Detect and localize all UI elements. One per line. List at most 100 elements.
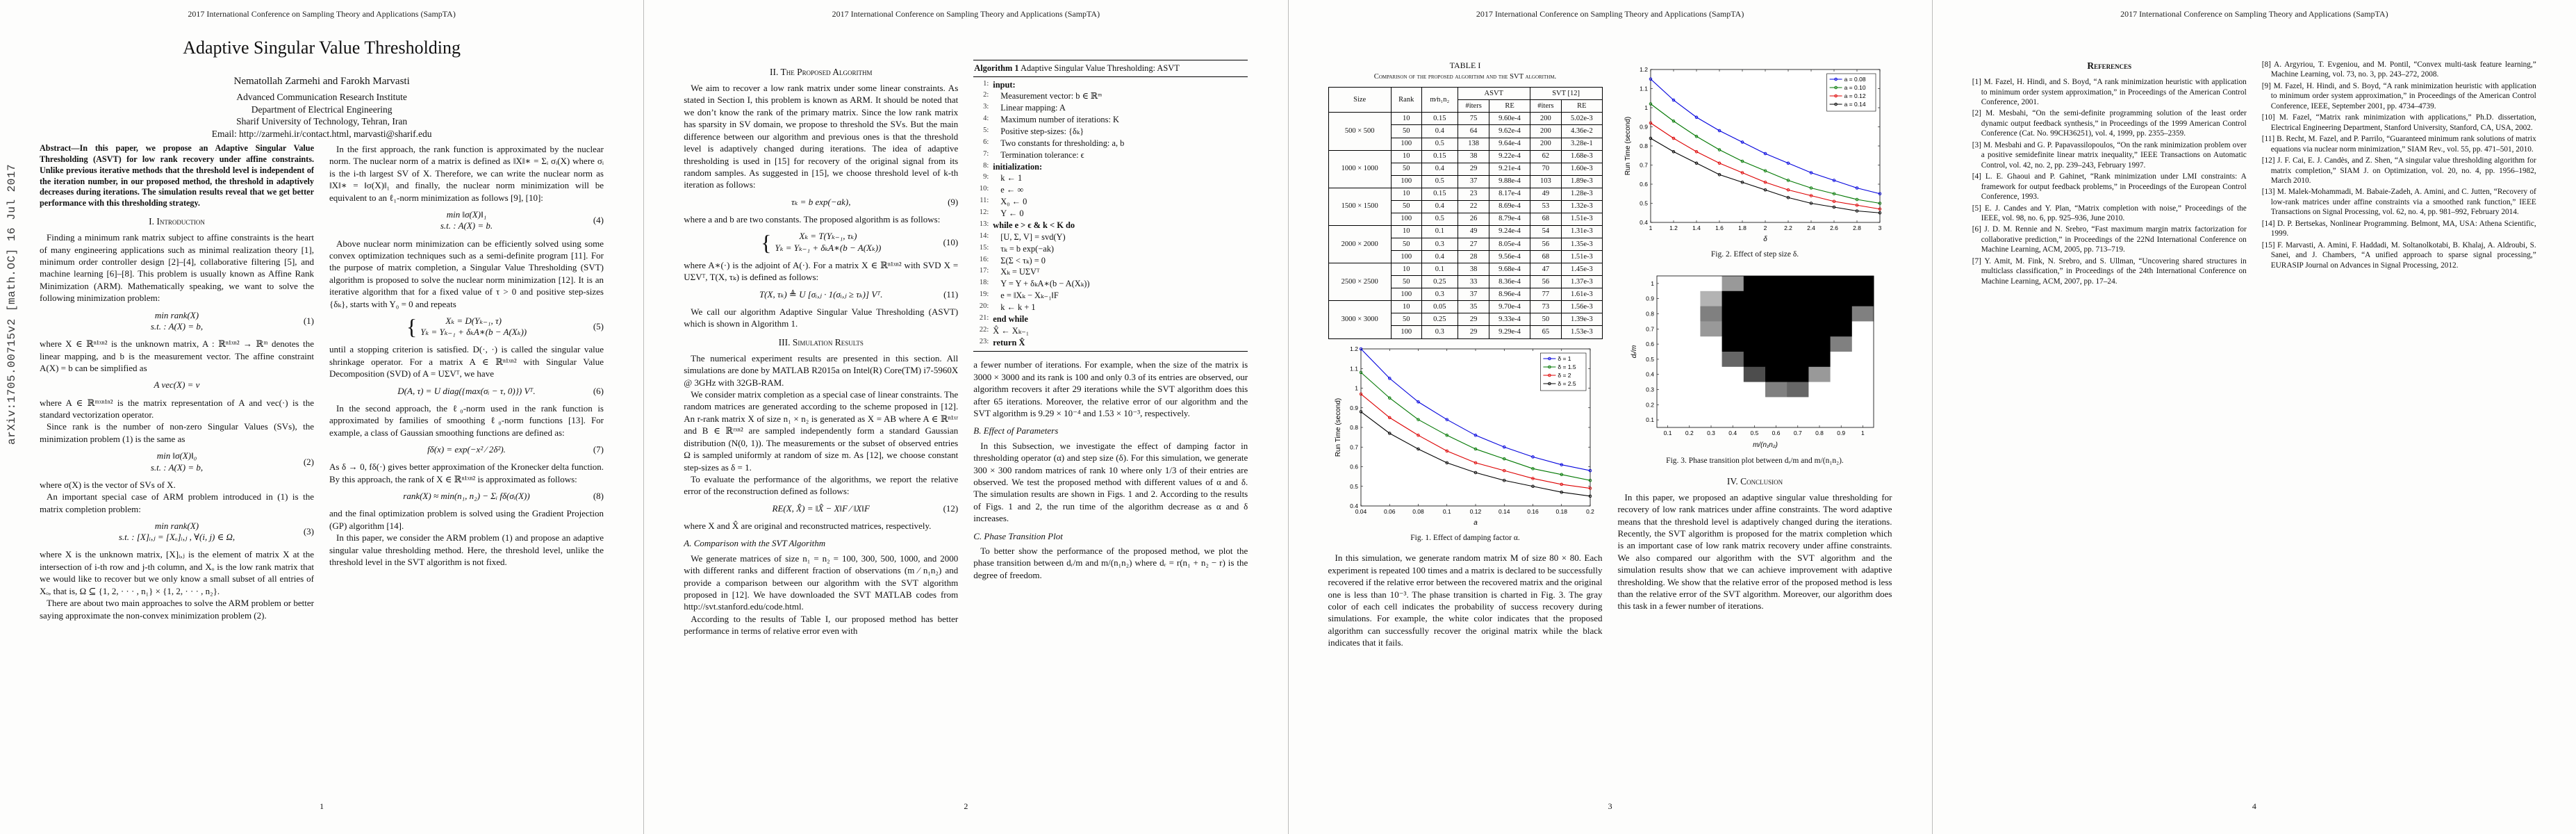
figure-2-caption: Fig. 2. Effect of step size δ. <box>1710 250 1799 259</box>
svg-text:δ = 2.5: δ = 2.5 <box>1558 380 1576 387</box>
affiliation-line: Sharif University of Technology, Tehran,… <box>236 116 408 127</box>
svg-text:0.18: 0.18 <box>1555 508 1567 515</box>
paragraph: In the second approach, the ℓ₀-norm used… <box>329 402 604 438</box>
table-cell: 0.25 <box>1421 275 1458 289</box>
references-list-right: [8] A. Argyriou, T. Evgeniou, and M. Pon… <box>2262 60 2536 270</box>
figure-2-chart: 1 1.2 1.4 1.6 1.8 2 2.2 2.4 2.6 2.8 3 0.4 0.5 0.6 0.7 0… <box>1618 63 1892 247</box>
table-cell: 1.68e-3 <box>1561 149 1603 163</box>
table-row: 2500 × 2500 10 0.1 38 9.68e-4 47 1.45e-3 <box>1328 263 1603 302</box>
paragraph: where σ(X) is the vector of SVs of X. <box>40 479 176 490</box>
table-cell: 9.21e-4 <box>1489 162 1530 176</box>
svg-text:0.08: 0.08 <box>1412 508 1424 515</box>
table-cell: 50 <box>1390 162 1422 176</box>
page-4-columns: References [1] M. Fazel, H. Hindi, and S… <box>1972 60 2536 288</box>
svg-text:0.6: 0.6 <box>1640 181 1648 188</box>
table-row: 50 0.25 29 9.33e-4 50 1.39e-3 <box>1328 313 1603 327</box>
algorithm-line: 19: e = ‖Xₖ − Xₖ₋₁‖F <box>979 291 1059 301</box>
table-cell: 50 <box>1390 238 1422 252</box>
paragraph: To evaluate the performance of the algor… <box>684 473 959 497</box>
running-header: 2017 International Conference on Samplin… <box>188 9 456 19</box>
algorithm-line: 15: τₖ = b exp(−ak) <box>979 243 1055 254</box>
table-cell: 0.5 <box>1421 174 1458 188</box>
table-cell: 100 <box>1390 174 1422 188</box>
svg-text:0.12: 0.12 <box>1470 508 1482 515</box>
paragraph: To better show the performance of the pr… <box>973 546 1248 580</box>
table-cell: 75 <box>1457 112 1490 126</box>
page-1-left-column: Abstract—In this paper, we propose an Ad… <box>40 143 314 621</box>
running-header: 2017 International Conference on Samplin… <box>2120 9 2388 19</box>
table-cell: 28 <box>1457 250 1490 264</box>
table-cell: 9.64e-4 <box>1489 137 1530 151</box>
algorithm-line: 16: Σ(Σ < τₖ) = 0 <box>979 255 1046 265</box>
equation-3: min rank(X) s.t. : [X]ᵢ,ⱼ = [Xₒ]ᵢ,ⱼ , ∀(i… <box>118 520 314 543</box>
svg-text:1: 1 <box>1649 224 1653 231</box>
figure-1-chart: 0.04 0.06 0.08 0.1 0.12 0.14 0.16 0.18 0.2 0.4 0.5… <box>1328 342 1603 531</box>
table-cell: 0.1 <box>1421 263 1458 277</box>
svg-text:a = 0.14: a = 0.14 <box>1844 101 1866 108</box>
table-cell: 56 <box>1529 238 1562 252</box>
table-cell: 49 <box>1457 224 1490 239</box>
section-heading-conclusion: IV. Conclusion <box>1726 475 1783 486</box>
table-cell: 4.36e-2 <box>1561 124 1603 138</box>
table-cell: 0.5 <box>1421 212 1458 226</box>
svg-text:1.2: 1.2 <box>1640 66 1648 73</box>
table-row: 2000 × 2000 10 0.1 49 9.24e-4 54 1.31e-3 <box>1328 224 1603 264</box>
table-cell: 9.29e-4 <box>1489 325 1530 339</box>
page-4: 2017 International Conference on Samplin… <box>1932 0 2576 834</box>
table-cell: 29 <box>1457 313 1490 327</box>
table-cell: 100 <box>1390 250 1422 264</box>
table-cell: 1.45e-3 <box>1561 263 1603 277</box>
table-cell: 0.15 <box>1421 112 1458 126</box>
reference-item: [9] M. Fazel, H. Hindi, and S. Boyd, “A … <box>2261 81 2536 111</box>
table-1-caption: Comparison of the proposed algorithm and… <box>1373 73 1557 81</box>
table-header-cell: m⁄n₁n₂ <box>1421 87 1458 113</box>
table-cell: 1.89e-3 <box>1561 174 1603 188</box>
table-cell: 23 <box>1457 187 1490 201</box>
table-header-cell: Size <box>1328 87 1392 113</box>
reference-item: [7] Y. Amit, M. Fink, N. Srebro, and S. … <box>1972 256 2247 286</box>
table-cell: 200 <box>1529 124 1562 138</box>
svg-text:0.9: 0.9 <box>1646 295 1654 302</box>
page-2: 2017 International Conference on Samplin… <box>644 0 1288 834</box>
subsection-heading-c: C. Phase Transition Plot <box>973 530 1063 541</box>
table-cell: 1.31e-3 <box>1561 224 1603 239</box>
reference-item: [10] M. Fazel, “Matrix rank minimization… <box>2261 113 2536 132</box>
page-4-right-column: [8] A. Argyriou, T. Evgeniou, and M. Pon… <box>2262 60 2536 288</box>
reference-item: [4] L. E. Ghaoui and P. Gahinet, “Rank m… <box>1972 172 2247 202</box>
table-header-cell: Rank <box>1390 87 1422 113</box>
table-cell: 0.4 <box>1421 250 1458 264</box>
table-cell: 0.3 <box>1421 238 1458 252</box>
svg-text:δ = 1: δ = 1 <box>1558 355 1571 362</box>
paragraph: where a and b are two constants. The pro… <box>684 213 941 224</box>
svg-text:3: 3 <box>1879 224 1882 231</box>
table-cell: 0.25 <box>1421 313 1458 327</box>
reference-item: [14] D. P. Bertsekas, Nonlinear Programm… <box>2261 219 2536 238</box>
equation-4: min ‖σ(X)‖₁ s.t. : A(X) = b. (4) <box>440 209 604 231</box>
table-cell: 0.4 <box>1421 162 1458 176</box>
table-cell: 0.05 <box>1421 300 1458 314</box>
table-cell: 8.96e-4 <box>1489 288 1530 302</box>
svg-text:0.9: 0.9 <box>1640 124 1648 131</box>
table-cell: 138 <box>1457 137 1490 151</box>
table-cell: 100 <box>1390 325 1422 339</box>
table-cell: 35 <box>1457 300 1490 314</box>
svg-text:0.5: 0.5 <box>1640 200 1648 207</box>
paragraph: and the final optimization problem is so… <box>329 508 604 531</box>
references-list-left: [1] M. Fazel, H. Hindi, and S. Boyd, “A … <box>1972 77 2247 286</box>
table-cell: 3.28e-1 <box>1561 137 1603 151</box>
table-cell: 1.37e-3 <box>1561 275 1603 289</box>
table-cell: 54 <box>1529 224 1562 239</box>
svg-text:0.2: 0.2 <box>1646 401 1654 408</box>
author-email: Email: http://zarmehi.ir/contact.html, m… <box>211 129 432 140</box>
algorithm-title: Algorithm 1 Adaptive Singular Value Thre… <box>973 60 1248 77</box>
reference-item: [12] J. F. Cai, E. J. Candès, and Z. She… <box>2261 156 2536 185</box>
svg-text:1.2: 1.2 <box>1669 224 1678 231</box>
page-4-left-column: References [1] M. Fazel, H. Hindi, and S… <box>1972 60 2247 288</box>
table-cell: 38 <box>1457 263 1490 277</box>
table-cell: 0.5 <box>1421 137 1458 151</box>
table-header-cell: #iters <box>1457 99 1490 113</box>
paragraph: a fewer number of iterations. For exampl… <box>973 359 1248 418</box>
svg-text:0.8: 0.8 <box>1350 424 1358 431</box>
algorithm-line: 20: k ← k + 1 <box>979 302 1036 312</box>
affiliation-line: Advanced Communication Research Institut… <box>236 91 407 102</box>
